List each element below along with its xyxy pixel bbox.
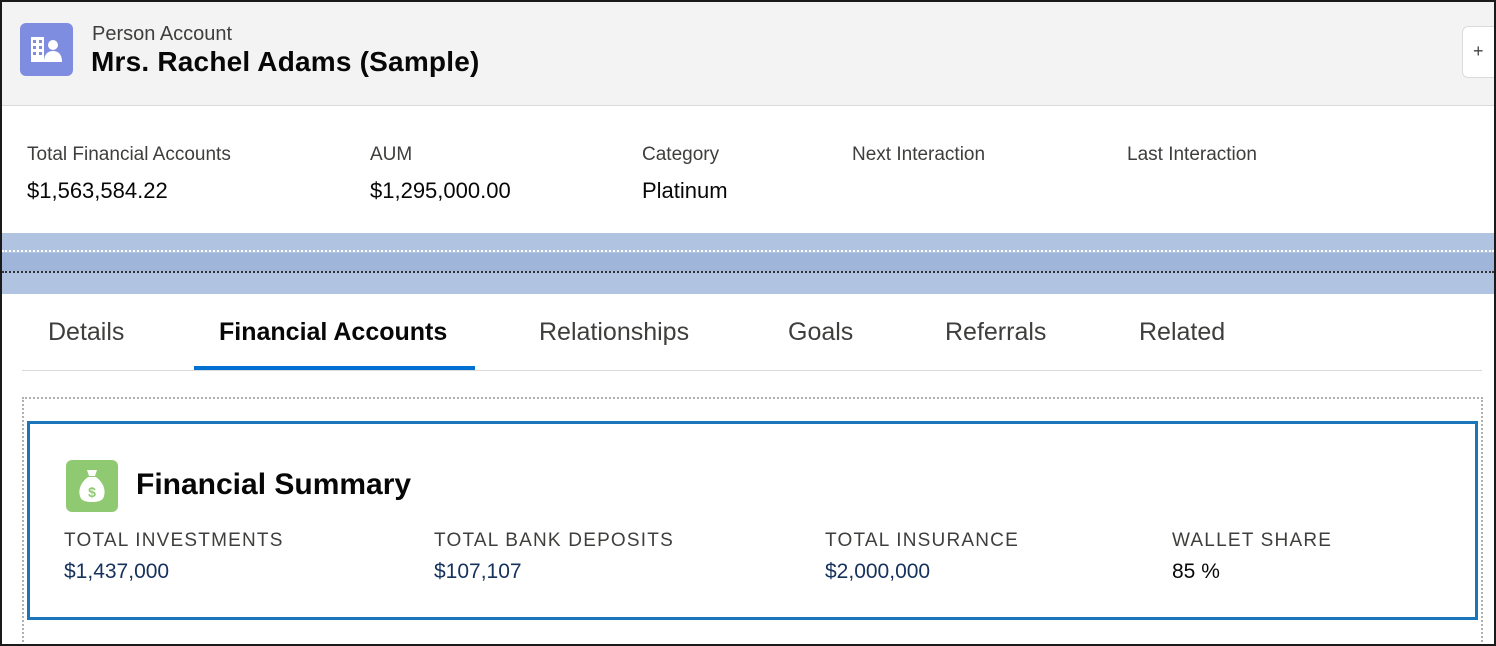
money-bag-icon: $ (66, 460, 118, 512)
highlight-aum: AUM $1,295,000.00 (370, 144, 511, 204)
metric-value-link[interactable]: $2,000,000 (825, 560, 931, 583)
highlight-value: $1,563,584.22 (27, 178, 168, 203)
highlight-category: Category Platinum (642, 144, 728, 204)
record-header: Person Account Mrs. Rachel Adams (Sample… (2, 2, 1494, 106)
metric-wallet-share: WALLET SHARE 85 % (1172, 530, 1332, 584)
decorative-banner (2, 233, 1494, 294)
plus-icon: + (1473, 41, 1484, 61)
highlight-label: Total Financial Accounts (27, 144, 231, 165)
financial-summary-card: $ Financial Summary TOTAL INVESTMENTS $1… (27, 421, 1478, 620)
header-action-button[interactable]: + (1462, 26, 1494, 78)
highlight-next-interaction: Next Interaction (852, 144, 985, 178)
tab-details[interactable]: Details (48, 318, 125, 346)
highlight-value: Platinum (642, 178, 728, 203)
highlights-panel: Total Financial Accounts $1,563,584.22 A… (2, 106, 1494, 234)
banner-divider (2, 250, 1494, 252)
metric-label: TOTAL BANK DEPOSITS (434, 530, 674, 551)
tab-financial-accounts[interactable]: Financial Accounts (219, 318, 448, 346)
active-tab-indicator (194, 366, 475, 370)
highlight-label: Last Interaction (1127, 144, 1257, 165)
metric-total-investments: TOTAL INVESTMENTS $1,437,000 (64, 530, 284, 584)
banner-band (2, 253, 1494, 271)
highlight-label: AUM (370, 144, 413, 165)
metric-label: WALLET SHARE (1172, 530, 1333, 551)
metric-total-bank-deposits: TOTAL BANK DEPOSITS $107,107 (434, 530, 674, 584)
highlight-label: Category (642, 144, 720, 165)
highlight-total-financial-accounts: Total Financial Accounts $1,563,584.22 (27, 144, 231, 204)
person-account-icon (20, 23, 73, 76)
tab-related[interactable]: Related (1139, 318, 1226, 346)
metric-value: 85 % (1172, 560, 1220, 583)
card-title: Financial Summary (136, 468, 412, 501)
highlight-label: Next Interaction (852, 144, 986, 165)
tab-goals[interactable]: Goals (788, 318, 854, 346)
highlight-last-interaction: Last Interaction (1127, 144, 1257, 178)
record-tabs: Details Financial Accounts Relationships… (22, 294, 1482, 371)
metric-total-insurance: TOTAL INSURANCE $2,000,000 (825, 530, 1019, 584)
tab-relationships[interactable]: Relationships (539, 318, 690, 346)
highlight-value: $1,295,000.00 (370, 178, 511, 203)
metric-value-link[interactable]: $107,107 (434, 560, 522, 583)
svg-text:$: $ (88, 484, 96, 500)
tab-referrals[interactable]: Referrals (945, 318, 1047, 346)
tab-content-region (22, 397, 1483, 644)
banner-divider (2, 271, 1494, 273)
metric-value-link[interactable]: $1,437,000 (64, 560, 170, 583)
metric-label: TOTAL INVESTMENTS (64, 530, 284, 551)
metric-label: TOTAL INSURANCE (825, 530, 1019, 551)
record-title: Mrs. Rachel Adams (Sample) (91, 46, 480, 77)
object-type-label: Person Account (92, 23, 233, 45)
